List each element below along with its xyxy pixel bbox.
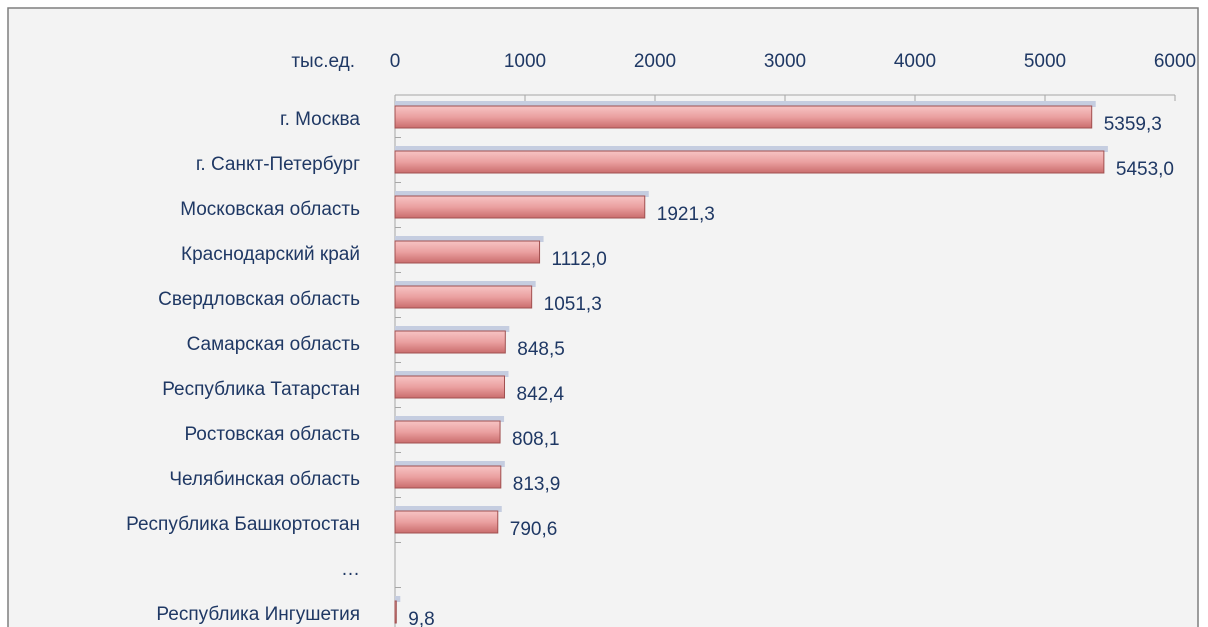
y-tick-label: Челябинская область (169, 469, 360, 490)
bar-face (394, 510, 499, 534)
bar-top (395, 101, 1096, 107)
data-label: 1112,0 (552, 249, 607, 270)
bar-top (395, 146, 1108, 152)
bar (394, 146, 1108, 174)
bar-face (394, 105, 1093, 129)
bar (394, 191, 649, 219)
bar (394, 416, 505, 444)
bar-face (394, 240, 541, 264)
bar (394, 236, 544, 264)
bar-top (395, 416, 505, 422)
bar-top (395, 506, 502, 512)
y-tick-label: Республика Татарстан (162, 379, 360, 400)
x-tick-label: 2000 (634, 51, 676, 72)
data-label: 1921,3 (657, 204, 715, 225)
y-tick-label: Краснодарский край (181, 244, 360, 265)
data-label: 813,9 (513, 474, 561, 495)
bar-face (394, 465, 502, 489)
x-tick-label: 3000 (764, 51, 806, 72)
bar (394, 326, 510, 354)
bar-face (394, 330, 506, 354)
bar-top (395, 461, 505, 467)
x-tick-label: 1000 (504, 51, 546, 72)
y-tick-label: … (341, 559, 360, 580)
data-label: 1051,3 (544, 294, 602, 315)
x-tick-label: 0 (390, 51, 401, 72)
bar-face (394, 420, 501, 444)
bar (394, 506, 502, 534)
bar-top (395, 281, 536, 287)
y-tick-label: Республика Ингушетия (156, 604, 360, 625)
y-tick-label: г. Санкт-Петербург (196, 154, 360, 175)
data-label: 790,6 (510, 519, 558, 540)
bar-top (395, 326, 510, 332)
unit-label: тыс.ед. (291, 51, 355, 72)
y-tick-label: Республика Башкортостан (126, 514, 360, 535)
bar-face (394, 375, 506, 399)
bar-face (394, 150, 1105, 174)
x-tick-label: 4000 (894, 51, 936, 72)
data-label: 848,5 (517, 339, 565, 360)
data-label: 808,1 (512, 429, 560, 450)
bar (394, 596, 401, 624)
bar-top (395, 596, 401, 602)
data-label: 9,8 (408, 609, 434, 627)
y-tick-label: г. Москва (280, 109, 360, 130)
y-tick-label: Самарская область (187, 334, 361, 355)
bar-face (394, 195, 646, 219)
bar (394, 461, 505, 489)
bar-top (395, 371, 509, 377)
bar-face (394, 285, 533, 309)
y-tick-label: Свердловская область (158, 289, 360, 310)
x-tick-label: 6000 (1154, 51, 1196, 72)
bar-face (394, 600, 397, 624)
bar-top (395, 191, 649, 197)
y-tick-label: Московская область (180, 199, 360, 220)
bar-top (395, 236, 544, 242)
x-tick-label: 5000 (1024, 51, 1066, 72)
bar (394, 101, 1096, 129)
bar (394, 371, 509, 399)
data-label: 842,4 (517, 384, 565, 405)
bar (394, 281, 536, 309)
y-tick-label: Ростовская область (184, 424, 360, 445)
data-label: 5453,0 (1116, 159, 1174, 180)
data-label: 5359,3 (1104, 114, 1162, 135)
